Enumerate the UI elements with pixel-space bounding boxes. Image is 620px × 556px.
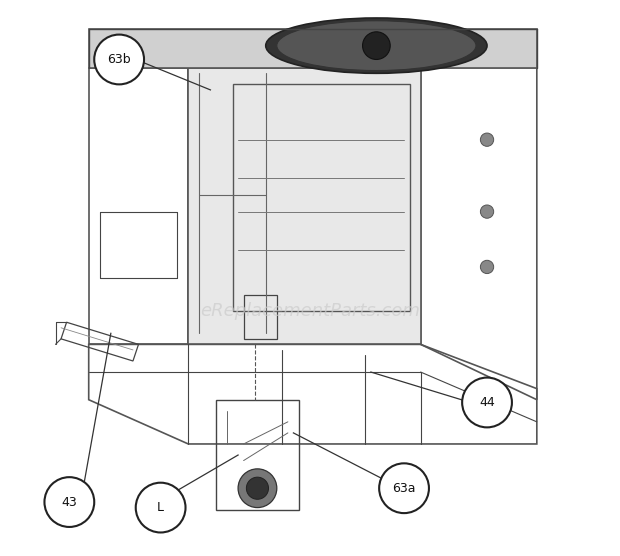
Text: 63b: 63b	[107, 53, 131, 66]
Ellipse shape	[266, 18, 487, 73]
Text: 44: 44	[479, 396, 495, 409]
Polygon shape	[188, 68, 420, 344]
Circle shape	[246, 477, 268, 499]
Circle shape	[363, 32, 390, 59]
Circle shape	[94, 34, 144, 85]
Circle shape	[379, 463, 429, 513]
Circle shape	[238, 469, 277, 508]
Circle shape	[45, 477, 94, 527]
Circle shape	[480, 260, 494, 274]
Circle shape	[462, 378, 512, 428]
Text: 43: 43	[61, 495, 78, 509]
Polygon shape	[89, 29, 537, 68]
Text: L: L	[157, 501, 164, 514]
Circle shape	[480, 205, 494, 219]
Text: eReplacementParts.com: eReplacementParts.com	[200, 302, 420, 320]
Ellipse shape	[277, 21, 476, 71]
Circle shape	[136, 483, 185, 533]
Circle shape	[480, 133, 494, 146]
Text: 63a: 63a	[392, 481, 416, 495]
